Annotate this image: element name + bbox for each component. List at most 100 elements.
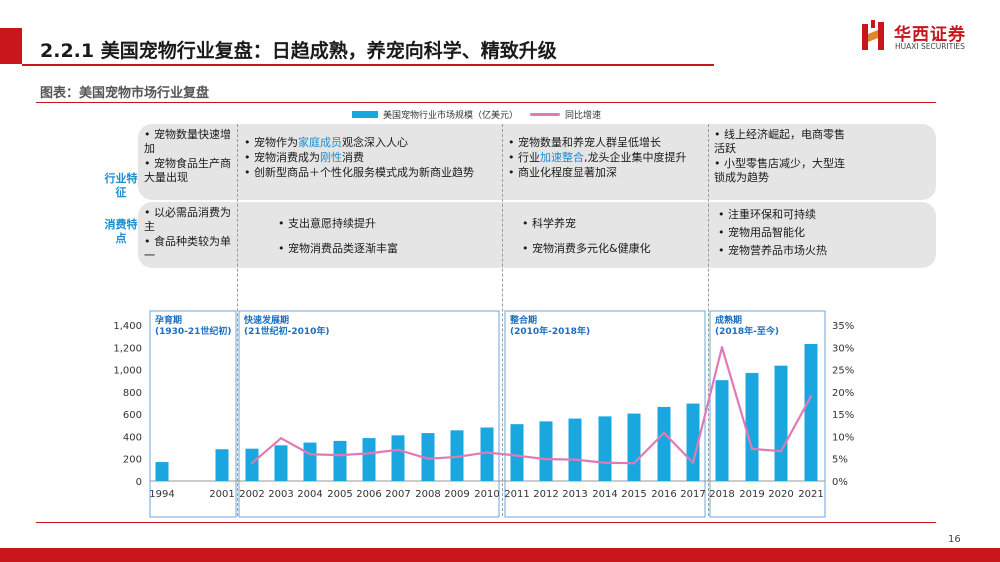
legend-line-item: 同比增速 — [530, 108, 601, 121]
x-tick-label: 2007 — [385, 489, 410, 500]
chart-bar — [274, 445, 288, 481]
chart-bar — [745, 372, 759, 481]
x-tick-label: 2019 — [739, 489, 764, 500]
chart-bar — [627, 413, 641, 481]
list-item: • 小型零售店减少，大型连锁成为趋势 — [714, 157, 845, 184]
growth-rate-point — [632, 461, 636, 465]
list-item: • 宠物食品生产商大量出现 — [144, 157, 231, 184]
footer-bar — [0, 548, 1000, 562]
caption-underline — [36, 102, 936, 103]
growth-rate-point — [720, 346, 724, 349]
company-logo: 华西证券 HUAXI SECURITIES — [860, 18, 990, 58]
y-left-tick-label: 1,200 — [113, 343, 142, 354]
list-item: • 食品种类较为单一 — [144, 235, 231, 262]
growth-rate-point — [809, 395, 813, 398]
chart-bar — [303, 442, 317, 481]
chart-bar — [480, 427, 494, 481]
chart-bar — [657, 406, 671, 481]
growth-rate-point — [367, 452, 371, 455]
y-left-tick-label: 1,000 — [113, 366, 142, 377]
footer-rule — [36, 522, 936, 523]
x-tick-label: 2012 — [533, 489, 558, 500]
industry-feature-band — [138, 124, 936, 200]
growth-rate-point — [779, 449, 783, 453]
period-range-label: (1930-21世纪初) — [155, 325, 232, 337]
y-left-tick-label: 400 — [123, 432, 142, 443]
y-right-tick-label: 0% — [832, 477, 848, 488]
period-name-label: 整合期 — [509, 314, 537, 326]
y-left-tick-label: 800 — [123, 388, 142, 399]
period-range-label: (2010年-2018年) — [510, 325, 590, 337]
list-item: • 支出意愿持续提升 — [278, 217, 376, 230]
huaxi-logo-icon — [862, 20, 884, 50]
list-item: • 宠物数量快速增加 — [144, 128, 231, 155]
list-item: • 宠物消费成为刚性消费 — [244, 151, 364, 164]
list-item: • 行业加速整合,龙头企业集中度提升 — [508, 151, 687, 164]
x-tick-label: 2001 — [209, 489, 234, 500]
x-tick-label: 2021 — [798, 489, 823, 500]
consumption-cell-growth: • 支出意愿持续提升 • 宠物消费品类逐渐丰富 — [278, 212, 478, 262]
growth-rate-point — [603, 461, 607, 464]
period-range-label: (2018年-至今) — [715, 325, 779, 337]
chart-bar — [333, 440, 347, 481]
x-tick-label: 2018 — [709, 489, 734, 500]
y-right-tick-label: 10% — [832, 432, 854, 443]
y-left-tick-label: 0 — [136, 477, 142, 488]
x-tick-label: 2014 — [592, 489, 617, 500]
list-item: • 宠物消费多元化&健康化 — [522, 242, 651, 255]
growth-rate-point — [250, 461, 254, 465]
x-tick-label: 2006 — [356, 489, 381, 500]
chart-bar — [686, 403, 700, 481]
growth-rate-point — [455, 455, 459, 459]
period-name-label: 成熟期 — [715, 314, 742, 326]
growth-rate-point — [515, 454, 519, 457]
period-box — [504, 310, 706, 518]
growth-rate-point — [396, 448, 400, 451]
growth-rate-point — [662, 431, 666, 435]
y-left-tick-label: 1,400 — [113, 321, 142, 332]
legend-bar-swatch — [352, 111, 378, 118]
y-right-tick-label: 25% — [832, 366, 854, 377]
chart-bar — [804, 343, 818, 481]
chart-bar — [568, 418, 582, 481]
page-title: 2.2.1 美国宠物行业复盘：日趋成熟，养宠向科学、精致升级 — [40, 40, 557, 62]
x-tick-label: 2009 — [444, 489, 469, 500]
chart-bar — [598, 416, 612, 481]
x-tick-label: 2013 — [562, 489, 587, 500]
y-left-tick-label: 200 — [123, 455, 142, 466]
row-label-consumption: 消费特点 — [104, 218, 138, 245]
chart-bar — [421, 433, 435, 481]
x-tick-label: 2020 — [768, 489, 793, 500]
x-tick-label: 2017 — [680, 489, 705, 500]
growth-rate-point — [426, 457, 430, 460]
period-name-label: 孕育期 — [155, 314, 182, 326]
list-item: • 注重环保和可持续 — [718, 208, 816, 221]
x-tick-label: 2010 — [474, 489, 499, 500]
industry-cell-incubation: • 宠物数量快速增加 • 宠物食品生产商大量出现 — [144, 128, 234, 186]
period-divider — [708, 124, 709, 516]
y-left-tick-label: 600 — [123, 410, 142, 421]
page-number: 16 — [948, 534, 961, 545]
growth-rate-point — [573, 458, 577, 461]
logo-english-name: HUAXI SECURITIES — [895, 42, 965, 51]
growth-rate-point — [485, 451, 489, 454]
period-divider — [237, 124, 238, 516]
period-divider — [502, 124, 503, 516]
industry-cell-growth: • 宠物作为家庭成员观念深入人心 • 宠物消费成为刚性消费 • 创新型商品＋个性… — [244, 136, 504, 181]
consumption-feature-band — [138, 202, 936, 268]
list-item: • 线上经济崛起，电商零售活跃 — [714, 128, 845, 155]
period-box — [149, 310, 237, 518]
list-item: • 宠物用品智能化 — [718, 226, 805, 239]
chart-bar — [774, 365, 788, 481]
period-box — [238, 310, 500, 518]
chart-caption: 图表：美国宠物市场行业复盘 — [40, 86, 210, 101]
chart-bar — [362, 438, 376, 481]
x-tick-label: 2016 — [651, 489, 676, 500]
title-accent-block — [0, 28, 22, 64]
y-right-tick-label: 20% — [832, 388, 854, 399]
chart-bar — [215, 449, 229, 481]
growth-rate-point — [691, 461, 695, 464]
list-item: • 科学养宠 — [522, 217, 576, 230]
legend-bar-item: 美国宠物行业市场规模（亿美元） — [352, 108, 518, 121]
